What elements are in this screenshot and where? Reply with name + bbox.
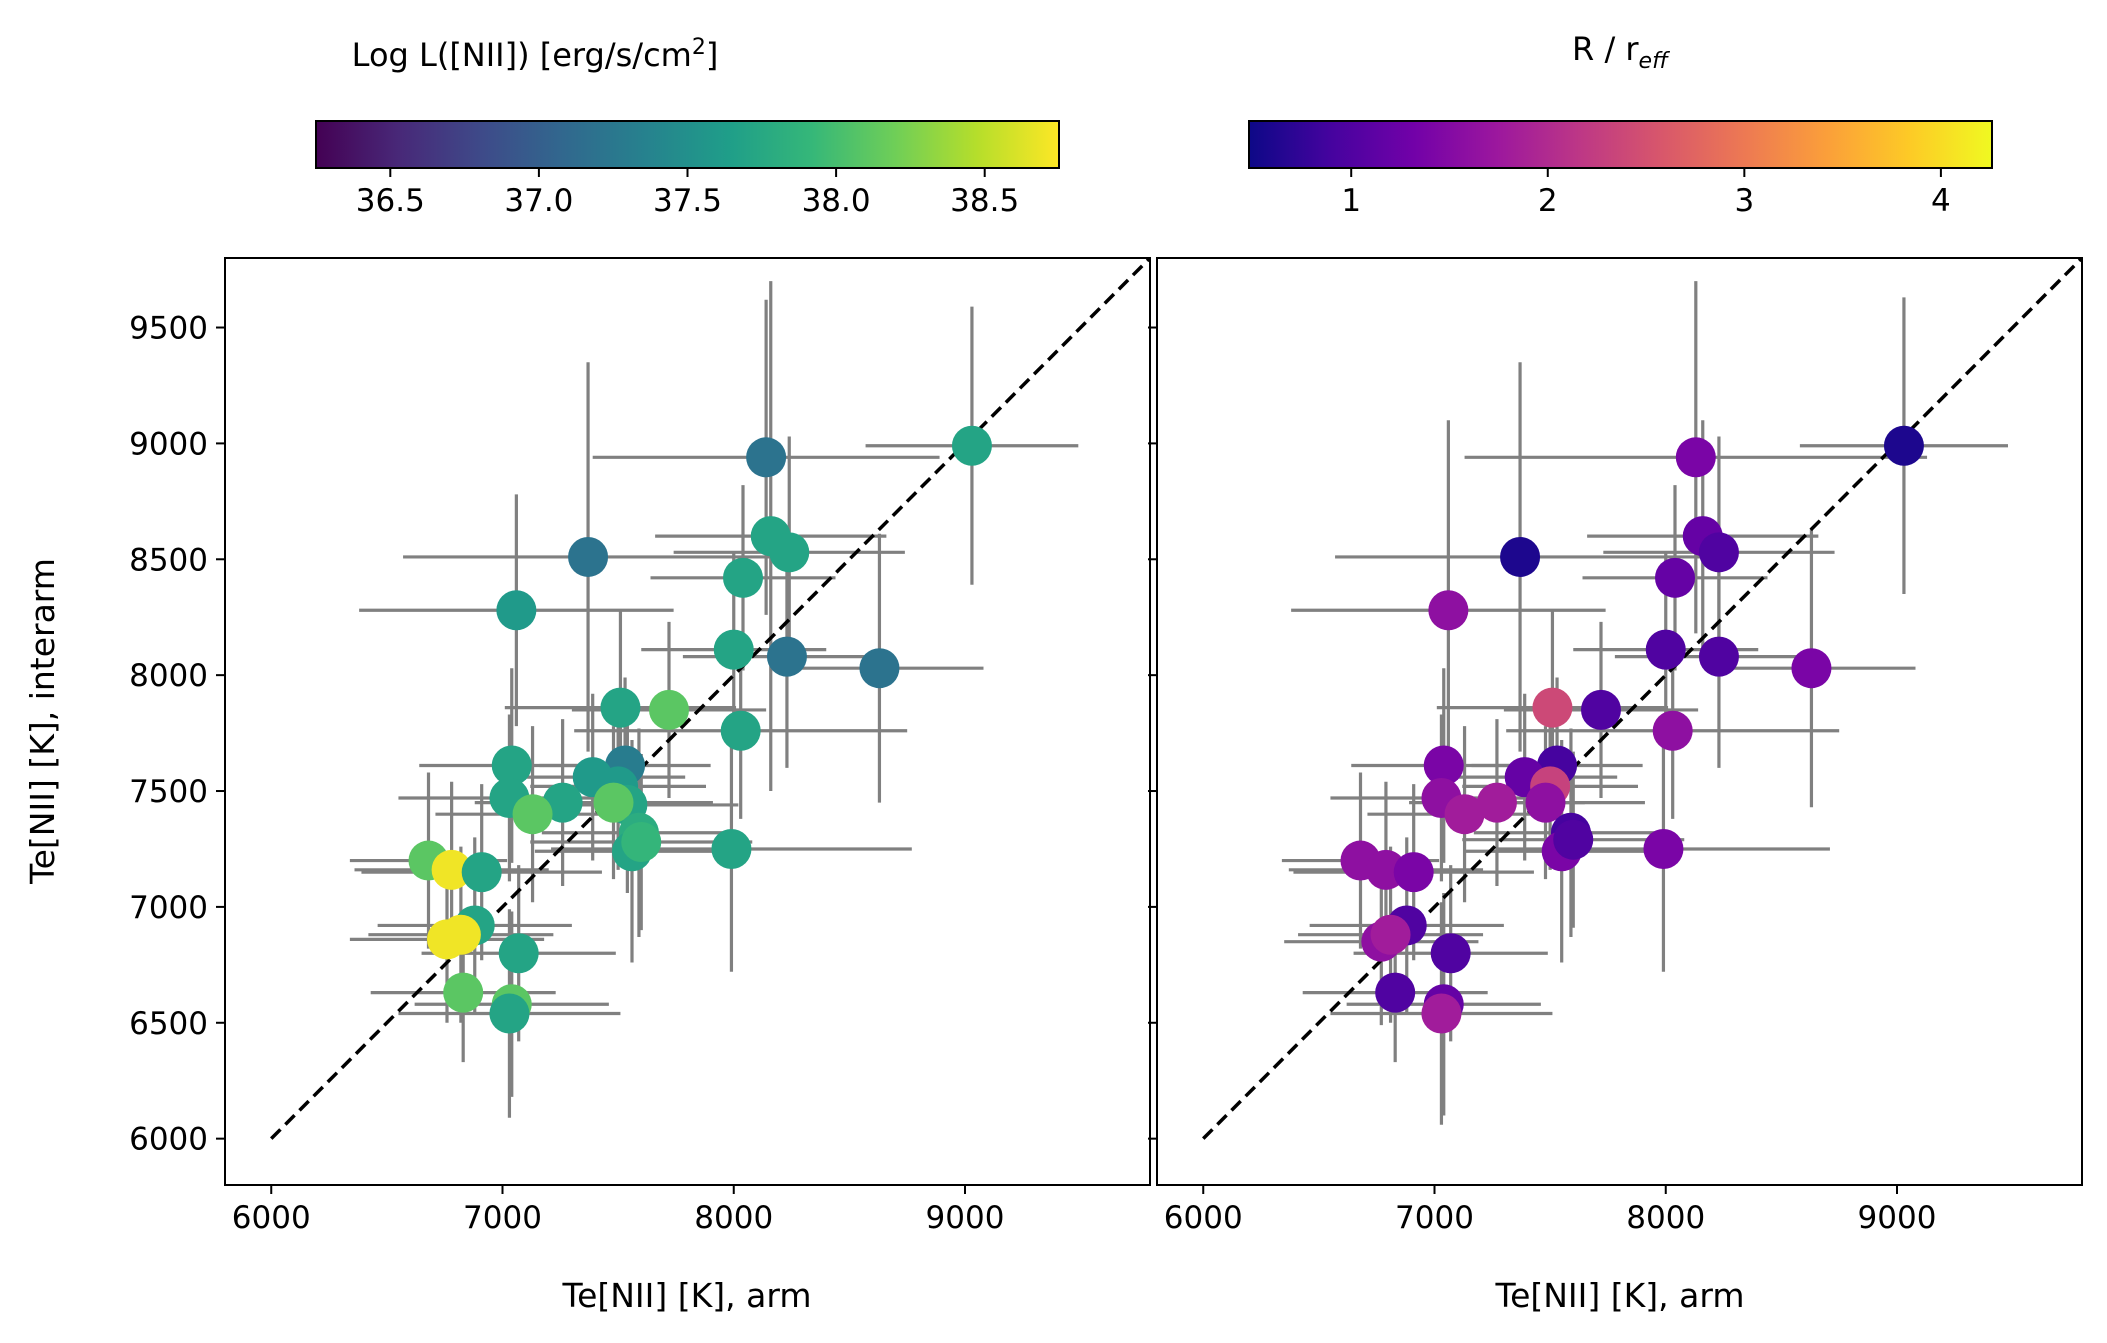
- y-tick-label: 9000: [129, 426, 208, 462]
- data-point: [1370, 914, 1411, 955]
- data-point: [1655, 557, 1695, 598]
- data-point: [746, 437, 787, 478]
- left-colorbar: Log L([NII]) [erg/s/cm2] 36.5 37.0 37.5 38.…: [315, 35, 1060, 219]
- data-point: [443, 972, 484, 1013]
- data-point: [769, 532, 810, 573]
- colorbar-tick-label: 3: [1734, 183, 1754, 219]
- x-tick-label: 6000: [1164, 1200, 1243, 1236]
- data-point: [1698, 532, 1739, 573]
- data-point: [1444, 794, 1485, 835]
- right-x-axis-label: Te[NII] [K], arm: [1495, 1276, 1745, 1315]
- data-point: [600, 687, 641, 728]
- left-colorbar-label: Log L([NII]) [erg/s/cm2]: [352, 35, 719, 74]
- data-point: [649, 689, 689, 730]
- data-point: [512, 794, 553, 835]
- data-point: [568, 536, 609, 577]
- right-plot-content: [1202, 258, 2082, 1140]
- x-tick-label: 6000: [232, 1200, 311, 1236]
- data-point: [1430, 933, 1471, 974]
- right-axes-frame: [1156, 257, 2083, 1186]
- data-points: [408, 425, 992, 1034]
- data-point: [498, 933, 539, 974]
- data-point: [1883, 425, 1924, 466]
- data-point: [1423, 745, 1464, 786]
- data-point: [713, 629, 754, 670]
- data-point: [491, 745, 532, 786]
- right-colorbar-label: R / reff: [1572, 30, 1670, 74]
- data-point: [720, 710, 761, 751]
- left-plot-content: [270, 258, 1150, 1140]
- x-tick-label: 9000: [1858, 1200, 1937, 1236]
- data-point: [1791, 648, 1832, 689]
- right-panel: 6000 7000 8000 9000 Te[NII] [K], arm: [1148, 257, 2083, 1315]
- data-point: [951, 425, 992, 466]
- data-point: [859, 648, 900, 689]
- left-y-ticks: 6000 6500 7000 7500 8000 8500 9000 9500: [129, 311, 225, 1158]
- x-tick-label: 9000: [926, 1200, 1005, 1236]
- y-tick-label: 7000: [129, 890, 208, 926]
- data-point: [496, 590, 537, 631]
- colorbar-tick-label: 1: [1341, 183, 1361, 219]
- data-point: [621, 822, 662, 863]
- y-tick-label: 6500: [129, 1006, 208, 1042]
- colorbar-tick-label: 38.0: [802, 183, 871, 219]
- data-point: [1375, 972, 1416, 1013]
- y-tick-label: 9500: [129, 311, 208, 347]
- data-point: [1645, 629, 1686, 670]
- data-point: [593, 782, 634, 823]
- colorbar-tick-label: 37.0: [504, 183, 573, 219]
- right-colorbar-ticks: 1 2 3 4: [1341, 168, 1951, 219]
- left-x-axis-label: Te[NII] [K], arm: [562, 1276, 812, 1315]
- data-point: [1643, 828, 1684, 869]
- left-x-ticks: 6000 7000 8000 9000: [232, 1185, 1005, 1236]
- y-tick-label: 8000: [129, 658, 208, 694]
- data-point: [1500, 536, 1541, 577]
- data-point: [723, 557, 763, 598]
- x-tick-label: 8000: [694, 1200, 773, 1236]
- left-panel: 6000 7000 8000 9000 6000 6500 7000 7500 8000 850…: [23, 257, 1151, 1315]
- x-tick-label: 7000: [463, 1200, 542, 1236]
- right-colorbar: R / reff 1 2 3 4: [1248, 30, 1993, 219]
- colorbar-tick-label: 38.5: [950, 183, 1019, 219]
- data-point: [431, 849, 472, 890]
- right-colorbar-bar: [1248, 120, 1993, 169]
- data-point: [711, 828, 752, 869]
- left-colorbar-bar: [315, 120, 1060, 169]
- one-to-one-line: [270, 258, 1150, 1140]
- one-to-one-line: [1202, 258, 2082, 1140]
- right-y-ticks: [1148, 326, 1157, 1140]
- left-y-axis-label: Te[NII] [K], interarm: [23, 558, 62, 885]
- data-point: [1532, 687, 1573, 728]
- data-point: [542, 782, 583, 823]
- colorbar-tick-label: 37.5: [653, 183, 722, 219]
- left-axes-frame: [224, 257, 1151, 1186]
- left-colorbar-ticks: 36.5 37.0 37.5 38.0 38.5: [356, 168, 1019, 219]
- colorbar-tick-label: 2: [1538, 183, 1558, 219]
- data-point: [1393, 852, 1434, 893]
- y-tick-label: 7500: [129, 774, 208, 810]
- data-point: [1525, 782, 1566, 823]
- data-point: [1698, 636, 1739, 677]
- data-point: [1553, 819, 1594, 860]
- x-tick-label: 8000: [1626, 1200, 1705, 1236]
- data-point: [440, 914, 481, 955]
- data-points: [1340, 425, 1924, 1034]
- right-x-ticks: 6000 7000 8000 9000: [1164, 1185, 1937, 1236]
- data-point: [766, 636, 807, 677]
- data-point: [489, 993, 530, 1034]
- x-tick-label: 7000: [1395, 1200, 1474, 1236]
- data-point: [461, 852, 502, 893]
- data-point: [1581, 689, 1621, 730]
- y-tick-label: 8500: [129, 542, 208, 578]
- colorbar-tick-label: 4: [1931, 183, 1951, 219]
- data-point: [1476, 782, 1517, 823]
- colorbar-tick-label: 36.5: [356, 183, 425, 219]
- data-point: [1428, 590, 1469, 631]
- data-point: [1675, 437, 1716, 478]
- data-point: [1652, 710, 1693, 751]
- data-point: [1421, 993, 1462, 1034]
- y-tick-label: 6000: [129, 1122, 208, 1158]
